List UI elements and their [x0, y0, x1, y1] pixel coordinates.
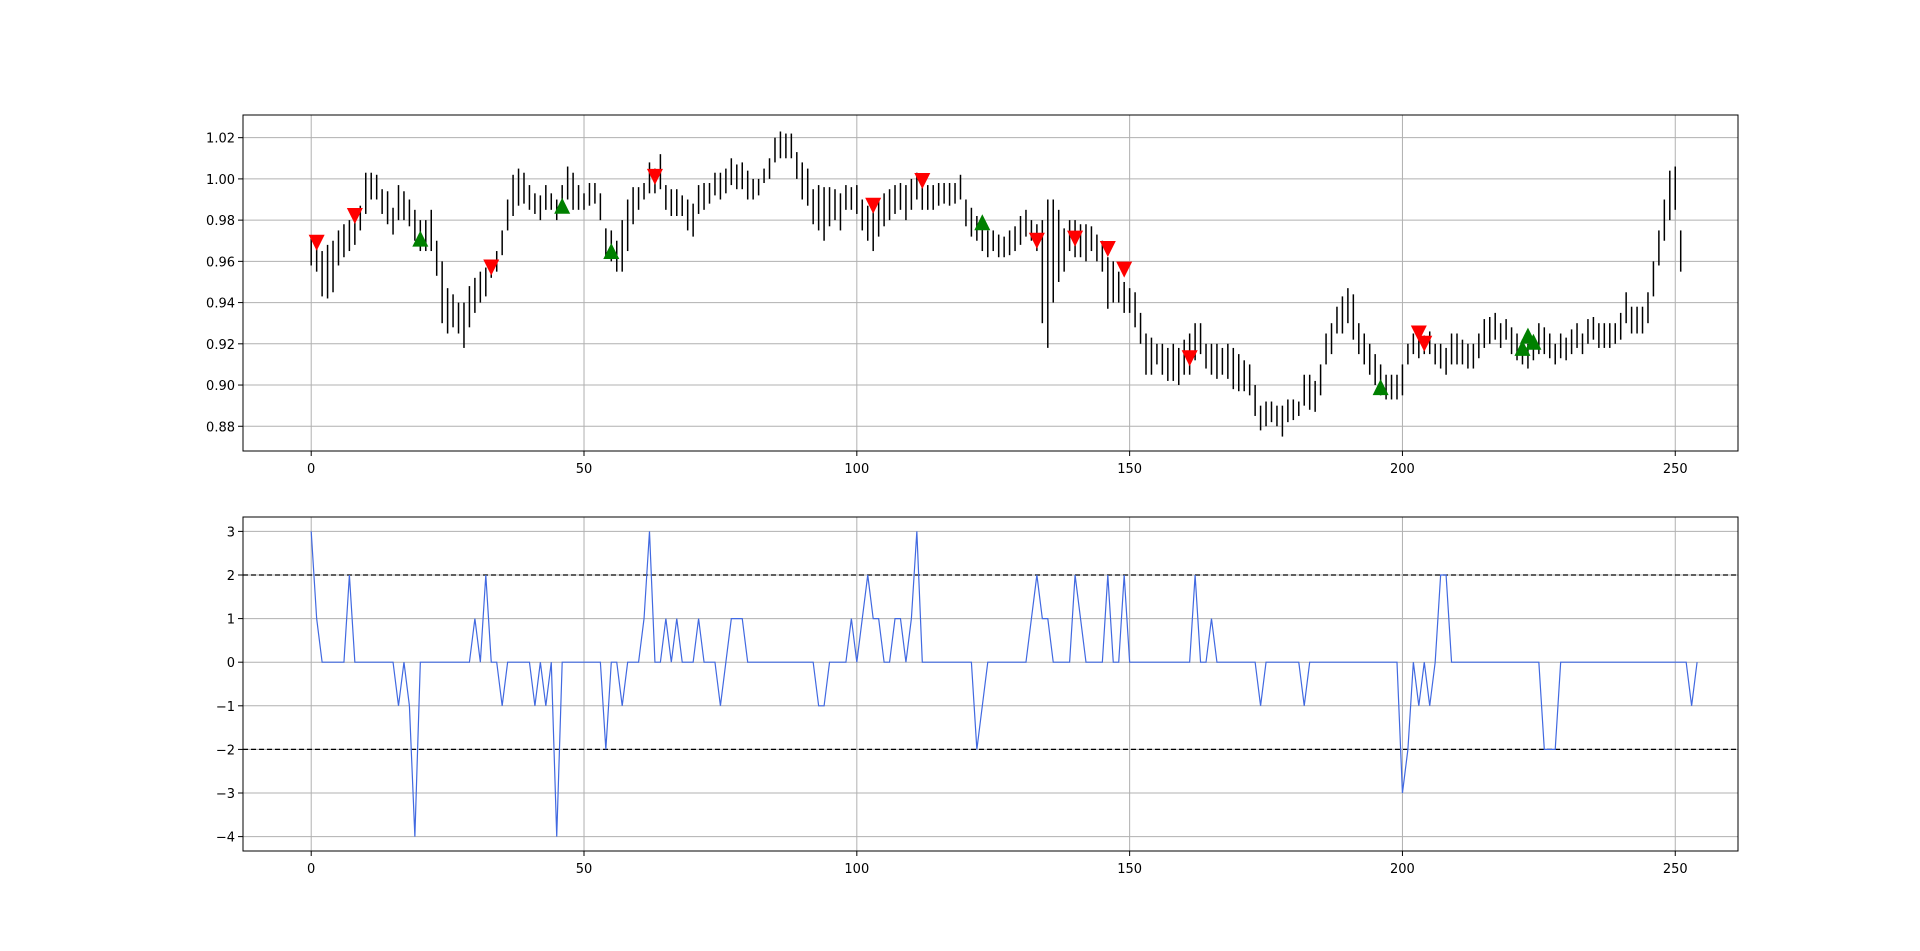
x-tick-label: 150 — [1117, 862, 1142, 877]
x-tick-label: 200 — [1390, 862, 1415, 877]
buy-signal-marker — [1514, 339, 1531, 356]
x-tick-label: 200 — [1390, 462, 1415, 477]
price-bar-chart: 0 50 100 150 200 250 0.88 0.90 0.92 0.94 0.96 0.98… — [206, 114, 1739, 477]
x-tick-label: 50 — [576, 862, 593, 877]
y-tick-label: 0.96 — [206, 255, 235, 270]
x-tick-label: 250 — [1663, 862, 1688, 877]
x-tick-label: 0 — [307, 862, 315, 877]
buy-signal-marker — [603, 243, 620, 260]
price-bars — [310, 131, 1682, 437]
sell-signal-marker — [1181, 350, 1198, 367]
buy-signal-marker — [974, 214, 991, 231]
sell-signal-marker — [308, 234, 325, 251]
y-tick-label: 1.02 — [206, 132, 235, 147]
indicator-chart-y-axis: −4 −3 −2 −1 0 1 2 3 — [216, 525, 243, 846]
sell-signal-marker — [483, 259, 500, 276]
price-chart-frame — [242, 114, 1739, 452]
y-tick-label: 0.94 — [206, 297, 235, 312]
y-tick-label: 0.88 — [206, 420, 235, 435]
y-tick-label: 3 — [227, 525, 235, 540]
signal-markers — [308, 168, 1542, 396]
price-chart-x-axis: 0 50 100 150 200 250 — [307, 451, 1688, 477]
buy-signal-marker — [1525, 333, 1542, 350]
y-tick-label: −2 — [216, 743, 235, 758]
y-tick-label: −4 — [216, 831, 235, 846]
x-tick-label: 150 — [1117, 462, 1142, 477]
indicator-series-line — [310, 531, 1698, 837]
y-tick-label: 0.90 — [206, 379, 235, 394]
sell-signal-marker — [1067, 230, 1084, 247]
sell-signal-marker — [1028, 232, 1045, 249]
price-chart-y-axis: 0.88 0.90 0.92 0.94 0.96 0.98 1.00 1.02 — [206, 132, 243, 435]
sell-signal-marker — [1410, 325, 1427, 342]
x-tick-label: 100 — [844, 462, 869, 477]
sell-signal-marker — [346, 208, 363, 225]
x-tick-label: 250 — [1663, 462, 1688, 477]
y-tick-label: 2 — [227, 569, 235, 584]
threshold-lines — [243, 574, 1738, 751]
y-tick-label: 1.00 — [206, 173, 235, 188]
y-tick-label: −1 — [216, 700, 235, 715]
buy-signal-marker — [412, 230, 429, 247]
buy-signal-marker — [554, 197, 571, 214]
y-tick-label: −3 — [216, 787, 235, 802]
x-tick-label: 100 — [844, 862, 869, 877]
y-tick-label: 0.98 — [206, 214, 235, 229]
indicator-line-chart: 0 50 100 150 200 250 −4 −3 −2 −1 0 1 2 3 — [216, 516, 1739, 877]
y-tick-label: 1 — [227, 613, 235, 628]
sell-signal-marker — [646, 168, 663, 185]
sell-signal-marker — [865, 197, 882, 214]
buy-signal-marker — [1372, 379, 1389, 396]
sell-signal-marker — [914, 172, 931, 189]
x-tick-label: 0 — [307, 462, 315, 477]
y-tick-label: 0 — [227, 656, 235, 671]
x-tick-label: 50 — [576, 462, 593, 477]
sell-signal-marker — [1099, 240, 1116, 257]
sell-signal-marker — [1416, 335, 1433, 352]
indicator-chart-x-axis: 0 50 100 150 200 250 — [307, 851, 1688, 877]
sell-signal-marker — [1116, 261, 1133, 278]
y-tick-label: 0.92 — [206, 338, 235, 353]
indicator-chart-frame — [242, 516, 1739, 852]
